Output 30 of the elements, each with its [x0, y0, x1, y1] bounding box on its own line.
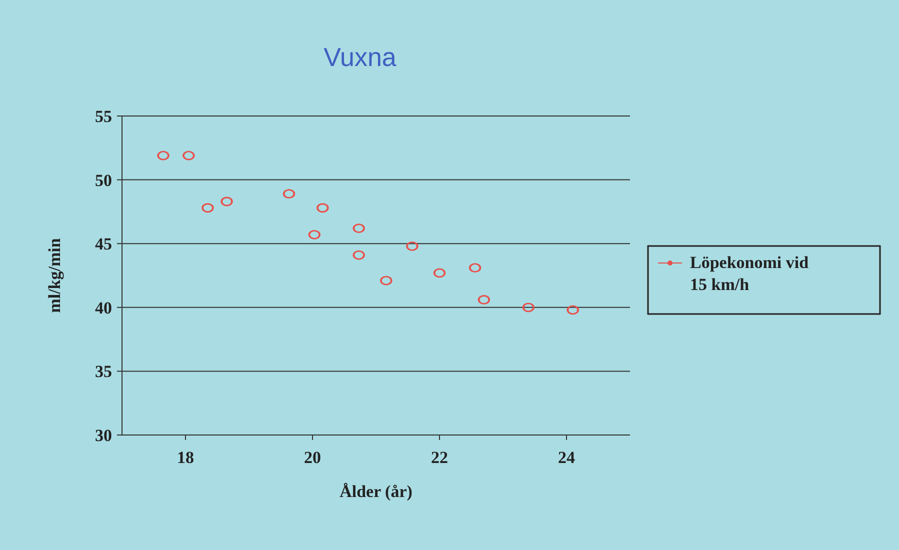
- point: [352, 250, 365, 260]
- y-tick-label: 30: [95, 426, 112, 445]
- y-axis-title: ml/kg/min: [45, 238, 64, 313]
- point: [316, 203, 329, 213]
- x-tick-label: 24: [558, 448, 576, 467]
- point: [352, 223, 365, 234]
- point: [380, 276, 392, 286]
- point: [283, 189, 296, 199]
- legend-label: Löpekonomi vid 15 km/h: [690, 253, 810, 294]
- point: [406, 241, 418, 251]
- y-tick-label: 50: [95, 170, 112, 190]
- point: [522, 302, 534, 312]
- x-tick-label: 22: [431, 448, 448, 467]
- x-axis-title: Ålder (år): [340, 482, 412, 501]
- point: [566, 305, 579, 315]
- x-tick-label: 18: [177, 448, 194, 467]
- point: [308, 230, 320, 240]
- y-tick-label: 55: [95, 106, 112, 126]
- point: [220, 196, 233, 206]
- x-tick-label: 20: [304, 448, 321, 467]
- point: [202, 203, 214, 213]
- point: [469, 263, 482, 273]
- point: [478, 294, 490, 305]
- y-tick-label: 35: [95, 362, 112, 382]
- y-tick-label: 45: [95, 234, 112, 254]
- chart-title: Vuxna: [324, 42, 397, 72]
- point: [182, 150, 195, 160]
- point: [434, 268, 446, 278]
- y-tick-label: 40: [95, 298, 112, 318]
- point: [157, 150, 170, 160]
